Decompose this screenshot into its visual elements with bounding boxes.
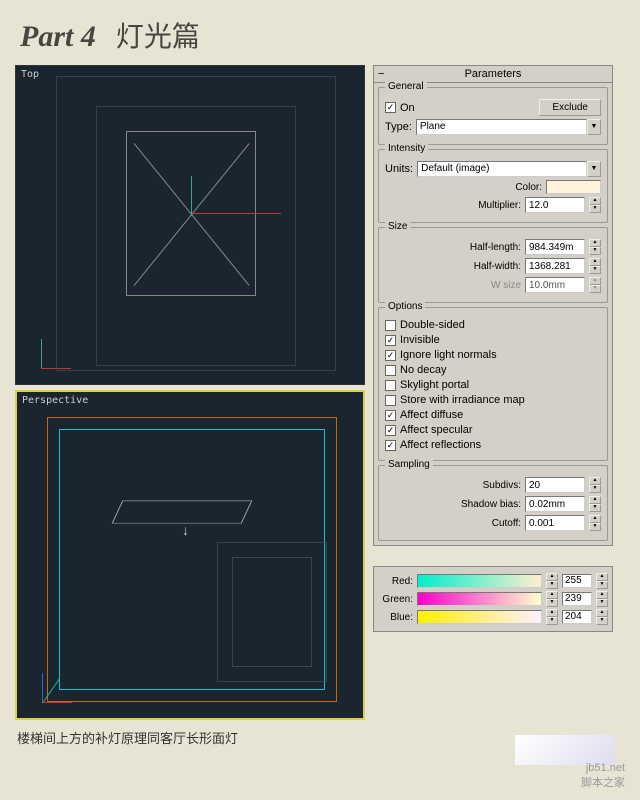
persp-plane: [112, 501, 253, 524]
option-label: No decay: [400, 364, 446, 376]
collapse-icon[interactable]: −: [378, 68, 384, 80]
green-value[interactable]: 239: [562, 592, 592, 606]
option-checkbox[interactable]: [385, 395, 396, 406]
option-label: Skylight portal: [400, 379, 469, 391]
w-size-input: [525, 277, 585, 293]
chevron-down-icon: ▼: [587, 161, 601, 177]
caption: 楼梯间上方的补灯原理同客厅长形面灯: [15, 720, 365, 755]
spinner-buttons[interactable]: ▲▼: [589, 197, 601, 213]
option-checkbox[interactable]: [385, 410, 396, 421]
options-group: Options Double-sidedInvisibleIgnore ligh…: [378, 307, 608, 461]
option-checkbox[interactable]: [385, 320, 396, 331]
viewport-top[interactable]: Top: [15, 65, 365, 385]
option-label: Store with irradiance map: [400, 394, 525, 406]
viewport-persp-label: Perspective: [22, 395, 88, 406]
half-length-input[interactable]: [525, 239, 585, 255]
cutoff-input[interactable]: [525, 515, 585, 531]
green-slider[interactable]: [417, 592, 542, 606]
viewport-top-label: Top: [21, 69, 39, 80]
exclude-button[interactable]: Exclude: [539, 99, 601, 116]
on-checkbox[interactable]: [385, 102, 396, 113]
option-checkbox[interactable]: [385, 425, 396, 436]
option-label: Ignore light normals: [400, 349, 497, 361]
option-checkbox[interactable]: [385, 335, 396, 346]
type-dropdown[interactable]: Plane▼: [416, 119, 601, 135]
intensity-group: Intensity Units: Default (image)▼ Color:…: [378, 149, 608, 223]
title-part: Part 4: [20, 20, 96, 54]
option-label: Affect reflections: [400, 439, 481, 451]
sampling-group: Sampling Subdivs:▲▼ Shadow bias:▲▼ Cutof…: [378, 465, 608, 541]
general-group: General On Exclude Type: Plane▼: [378, 87, 608, 145]
watermark-box: [515, 735, 615, 765]
option-label: Invisible: [400, 334, 440, 346]
option-checkbox[interactable]: [385, 350, 396, 361]
title-cn: 灯光篇: [116, 15, 200, 55]
units-dropdown[interactable]: Default (image)▼: [417, 161, 601, 177]
viewport-perspective[interactable]: Perspective ↓: [15, 390, 365, 720]
rgb-panel: Red:▲▼255▲▼ Green:▲▼239▲▼ Blue:▲▼204▲▼: [373, 566, 613, 632]
multiplier-input[interactable]: [525, 197, 585, 213]
size-group: Size Half-length:▲▼ Half-width:▲▼ W size…: [378, 227, 608, 303]
option-checkbox[interactable]: [385, 440, 396, 451]
option-checkbox[interactable]: [385, 380, 396, 391]
half-width-input[interactable]: [525, 258, 585, 274]
red-value[interactable]: 255: [562, 574, 592, 588]
bg-wire: [96, 106, 296, 366]
subdivs-input[interactable]: [525, 477, 585, 493]
parameters-panel: −Parameters General On Exclude Type: Pla…: [373, 65, 613, 546]
axis-indicator: [42, 663, 82, 703]
down-arrow-icon: ↓: [182, 522, 189, 538]
option-label: Affect specular: [400, 424, 473, 436]
option-label: Affect diffuse: [400, 409, 463, 421]
watermark: jb51.net 脚本之家: [581, 762, 625, 790]
title-bar: Part 4 灯光篇: [0, 0, 640, 65]
color-swatch[interactable]: [546, 180, 601, 194]
shadow-bias-input[interactable]: [525, 496, 585, 512]
option-checkbox[interactable]: [385, 365, 396, 376]
bg-grid: [232, 557, 312, 667]
blue-value[interactable]: 204: [562, 610, 592, 624]
red-slider[interactable]: [417, 574, 542, 588]
blue-slider[interactable]: [417, 610, 542, 624]
option-label: Double-sided: [400, 319, 465, 331]
chevron-down-icon: ▼: [587, 119, 601, 135]
